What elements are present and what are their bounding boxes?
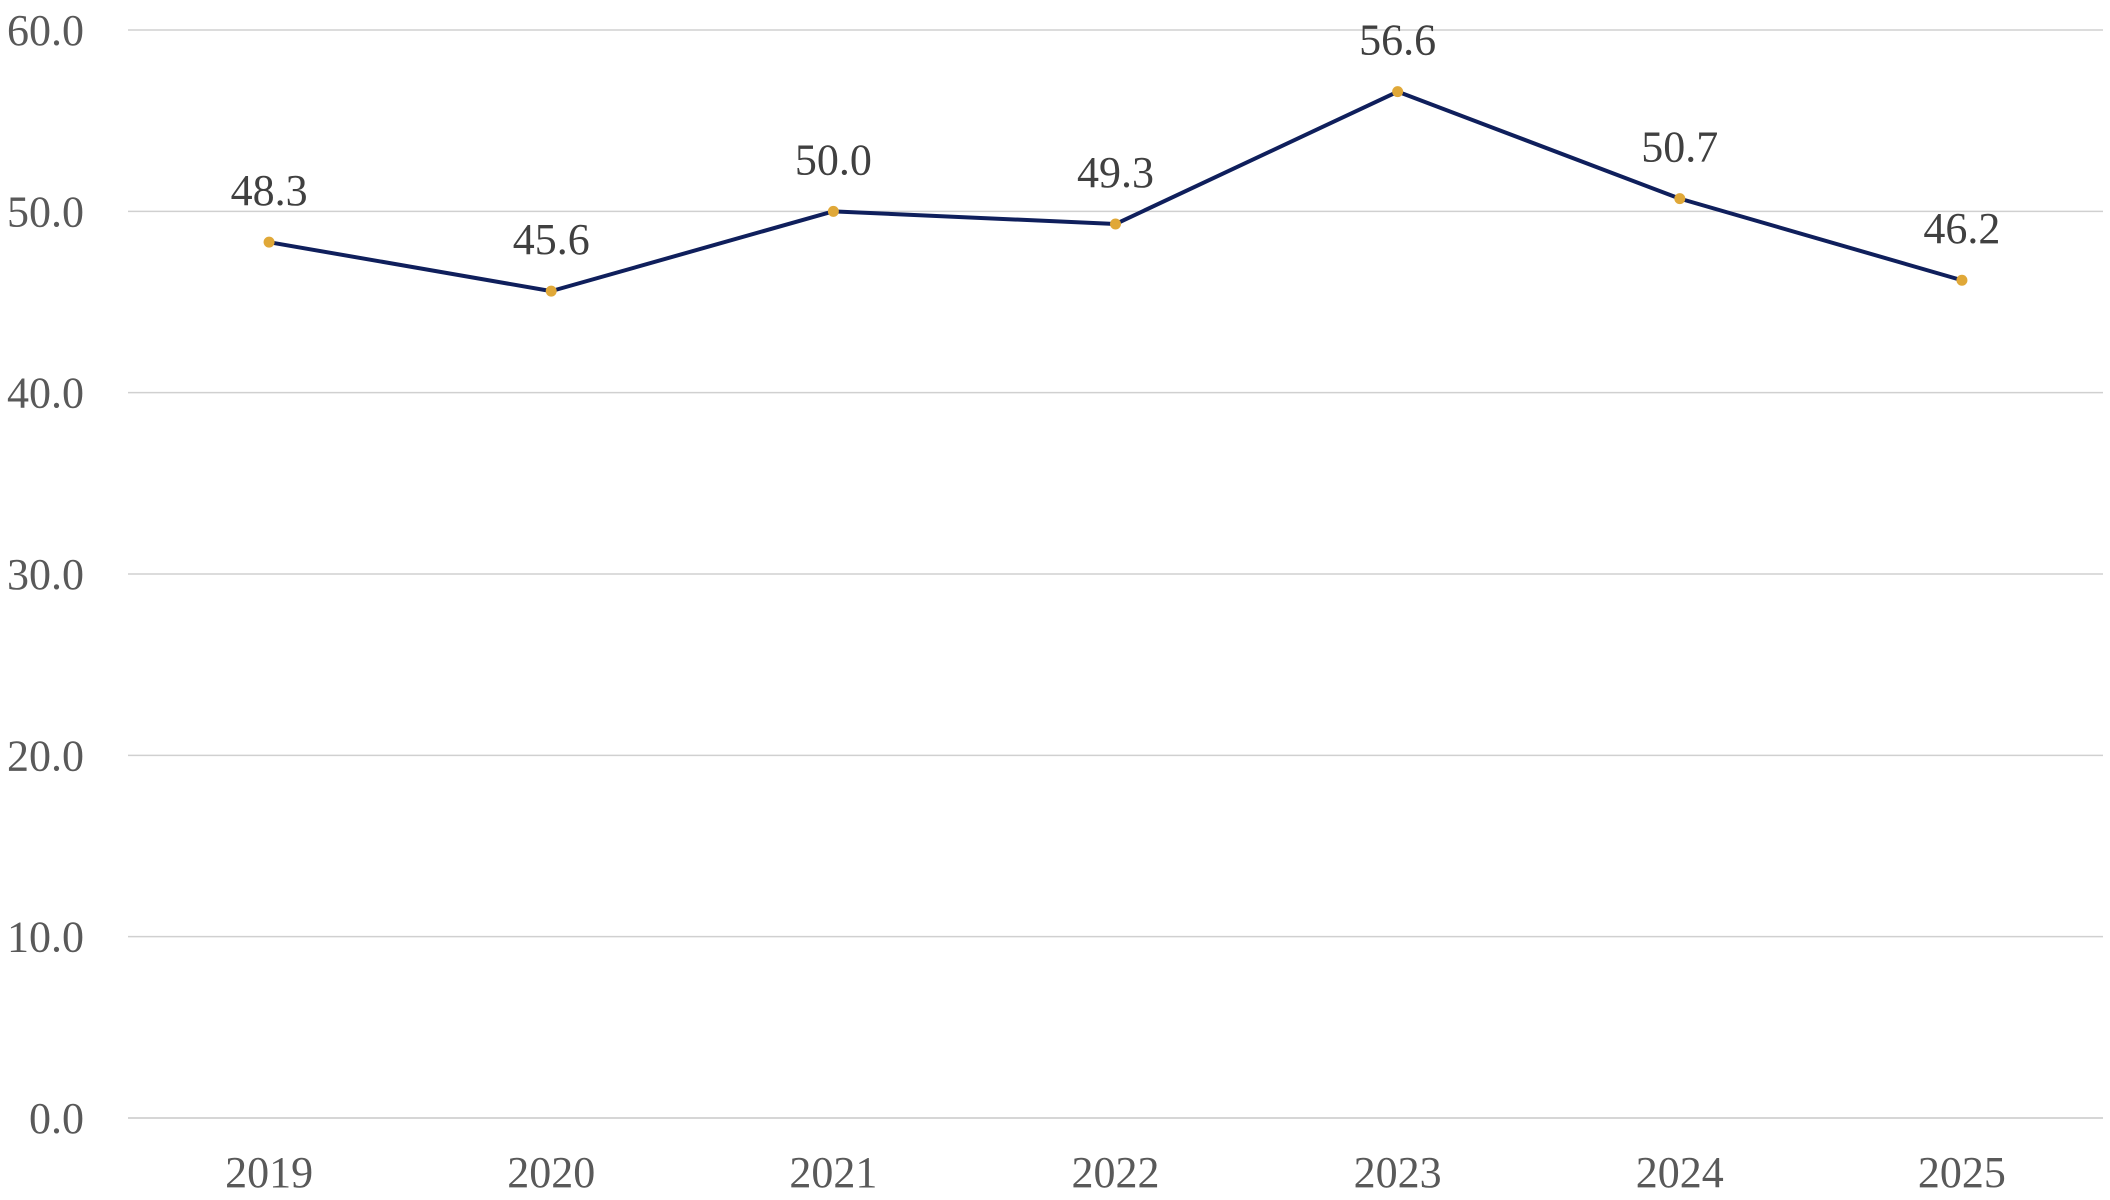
- data-point: [1392, 86, 1404, 98]
- data-point: [1956, 274, 1968, 286]
- data-label: 46.2: [1923, 204, 2000, 253]
- x-tick-label: 2024: [1636, 1148, 1724, 1197]
- x-tick-label: 2023: [1354, 1148, 1442, 1197]
- gridlines: [128, 29, 2103, 1119]
- data-label: 49.3: [1077, 148, 1154, 197]
- series-group: [263, 86, 1968, 297]
- y-tick-label: 50.0: [7, 187, 84, 236]
- x-axis-tick-labels: 2019 2020 2021 2022 2023 2024 2025: [225, 1148, 2006, 1197]
- data-labels: 48.3 45.6 50.0 49.3 56.6 50.7 46.2: [231, 16, 2001, 264]
- y-tick-label: 20.0: [7, 731, 84, 780]
- data-point: [1674, 193, 1686, 205]
- x-tick-label: 2021: [789, 1148, 877, 1197]
- x-tick-label: 2020: [507, 1148, 595, 1197]
- data-point: [545, 285, 557, 297]
- data-point: [1110, 218, 1121, 230]
- data-label: 48.3: [231, 166, 308, 215]
- y-tick-label: 10.0: [7, 913, 84, 962]
- data-label: 50.0: [795, 135, 872, 184]
- data-label: 45.6: [513, 215, 590, 264]
- data-label: 50.7: [1641, 123, 1718, 172]
- y-tick-label: 40.0: [7, 369, 84, 418]
- x-tick-label: 2019: [225, 1148, 313, 1197]
- y-tick-label: 30.0: [7, 550, 84, 599]
- data-point: [263, 236, 275, 248]
- y-axis-tick-labels: 0.0 10.0 20.0 30.0 40.0 50.0 60.0: [7, 6, 84, 1143]
- x-tick-label: 2025: [1918, 1148, 2006, 1197]
- y-tick-label: 0.0: [29, 1094, 84, 1143]
- x-tick-label: 2022: [1072, 1148, 1160, 1197]
- data-label: 56.6: [1359, 16, 1436, 65]
- data-point: [827, 205, 839, 217]
- y-tick-label: 60.0: [7, 6, 84, 55]
